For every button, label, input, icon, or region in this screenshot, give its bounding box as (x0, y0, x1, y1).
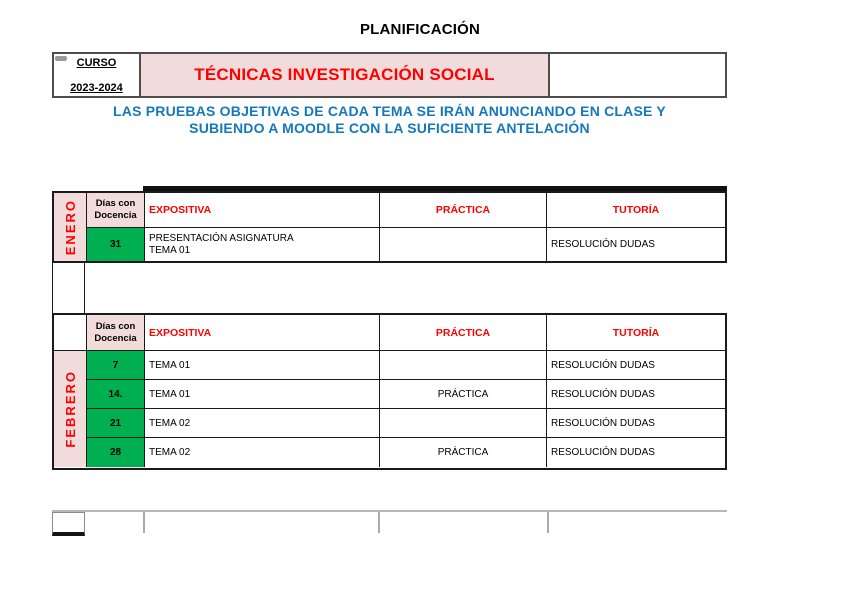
notice-line-1: LAS PRUEBAS OBJETIVAS DE CADA TEMA SE IR… (113, 103, 666, 119)
course-title: TÉCNICAS INVESTIGACIÓN SOCIAL (194, 65, 495, 84)
expositiva-cell: TEMA 01 (145, 351, 380, 380)
notice-text: LAS PRUEBAS OBJETIVAS DE CADA TEMA SE IR… (52, 103, 727, 137)
month-cell-febrero: FEBRERO (54, 351, 87, 467)
expositiva-cell-line1: PRESENTACIÓN ASIGNATURA (149, 232, 294, 244)
empty-month-column-cell (52, 263, 85, 313)
expositiva-cell: TEMA 02 (145, 438, 380, 467)
course-empty-cell (550, 54, 725, 96)
days-header-line2: Docencia (94, 210, 137, 221)
practica-header: PRÁCTICA (380, 315, 547, 351)
practica-cell (380, 409, 547, 438)
day-cell: 7 (87, 351, 145, 380)
tutoria-cell: RESOLUCIÓN DUDAS (551, 447, 655, 458)
curso-year: 2023-2024 (70, 82, 123, 94)
course-title-cell: TÉCNICAS INVESTIGACIÓN SOCIAL (139, 54, 550, 96)
day-cell: 21 (87, 409, 145, 438)
cell-note-marker-icon (55, 56, 67, 61)
days-header-line1: Días con (95, 320, 136, 332)
expositiva-header: EXPOSITIVA (145, 193, 380, 228)
practica-header: PRÁCTICA (380, 193, 547, 228)
bottom-table-first-cell (52, 512, 85, 536)
expositiva-cell: PRESENTACIÓN ASIGNATURA TEMA 01 (145, 228, 380, 261)
days-header-cell: Días con Docencia (87, 193, 145, 228)
tutoria-header: TUTORÍA (547, 315, 725, 351)
day-cell: 31 (87, 228, 145, 261)
enero-table: ENERO Días con Docencia EXPOSITIVA PRÁCT… (52, 191, 727, 263)
course-header-box: CURSO 2023-2024 TÉCNICAS INVESTIGACIÓN S… (52, 52, 727, 98)
days-header-line2: Docencia (94, 332, 137, 344)
tutoria-cell: RESOLUCIÓN DUDAS (547, 351, 725, 380)
bottom-table-top-border (52, 510, 727, 512)
curso-cell: CURSO 2023-2024 (54, 54, 139, 96)
febrero-table: Días con Docencia EXPOSITIVA PRÁCTICA TU… (52, 313, 727, 470)
tutoria-cell: RESOLUCIÓN DUDAS (547, 380, 725, 409)
tutoria-header: TUTORÍA (547, 193, 725, 228)
practica-cell (380, 351, 547, 380)
expositiva-cell-line2: TEMA 01 (149, 244, 191, 256)
days-header-cell: Días con Docencia (87, 315, 145, 351)
bottom-table-column-divider (378, 512, 380, 533)
tutoria-cell: RESOLUCIÓN DUDAS (551, 239, 655, 250)
notice-line-2: SUBIENDO A MOODLE CON LA SUFICIENTE ANTE… (189, 120, 590, 136)
page-title: PLANIFICACIÓN (359, 21, 481, 38)
bottom-table-column-divider (143, 512, 145, 533)
month-cell-enero: ENERO (54, 193, 87, 261)
month-label-febrero: FEBRERO (62, 370, 78, 448)
days-header-line1: Días con (95, 198, 136, 209)
practica-cell (380, 228, 547, 261)
expositiva-cell: TEMA 01 (145, 380, 380, 409)
expositiva-cell: TEMA 02 (145, 409, 380, 438)
curso-label: CURSO (76, 57, 117, 69)
corner-empty-cell (54, 315, 87, 351)
practica-cell: PRÁCTICA (380, 380, 547, 409)
tutoria-cell: RESOLUCIÓN DUDAS (547, 409, 725, 438)
day-cell: 28 (87, 438, 145, 467)
expositiva-header: EXPOSITIVA (145, 315, 380, 351)
enero-table-top-bar (143, 186, 727, 191)
day-cell: 14. (87, 380, 145, 409)
practica-cell: PRÁCTICA (380, 438, 547, 467)
month-label-enero: ENERO (62, 198, 78, 256)
bottom-table-column-divider (547, 512, 549, 533)
